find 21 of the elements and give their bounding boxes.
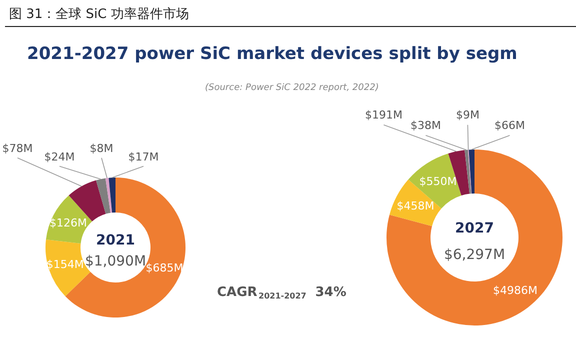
- data-label: $126M: [50, 216, 88, 230]
- text: $1,090M: [84, 254, 146, 270]
- data-label: $4986M: [492, 284, 538, 298]
- data-label: $685M: [146, 262, 184, 275]
- data-label: $550M: [419, 174, 457, 188]
- data-label: $38M: [410, 118, 441, 132]
- data-label: $8M: [90, 142, 114, 156]
- data-label: $154M: [46, 258, 84, 272]
- chart-title: 图 31：全球 SiC 功率器件市场: [9, 6, 189, 24]
- data-label: $78M: [2, 142, 33, 156]
- data-label: $9M: [456, 108, 480, 122]
- data-label: $66M: [494, 118, 525, 132]
- text: (Source: Power SiC 2022 report, 2022): [205, 82, 379, 95]
- text: $6,297M: [444, 247, 506, 264]
- data-label: $17M: [128, 150, 159, 164]
- data-label: $458M: [396, 200, 434, 213]
- text: 2021-2027 power SiC market devices split by segm: [27, 43, 518, 66]
- data-label: $24M: [44, 150, 75, 164]
- text: 2027: [455, 220, 494, 236]
- text: 2021: [96, 232, 135, 249]
- data-label: $191M: [364, 108, 402, 122]
